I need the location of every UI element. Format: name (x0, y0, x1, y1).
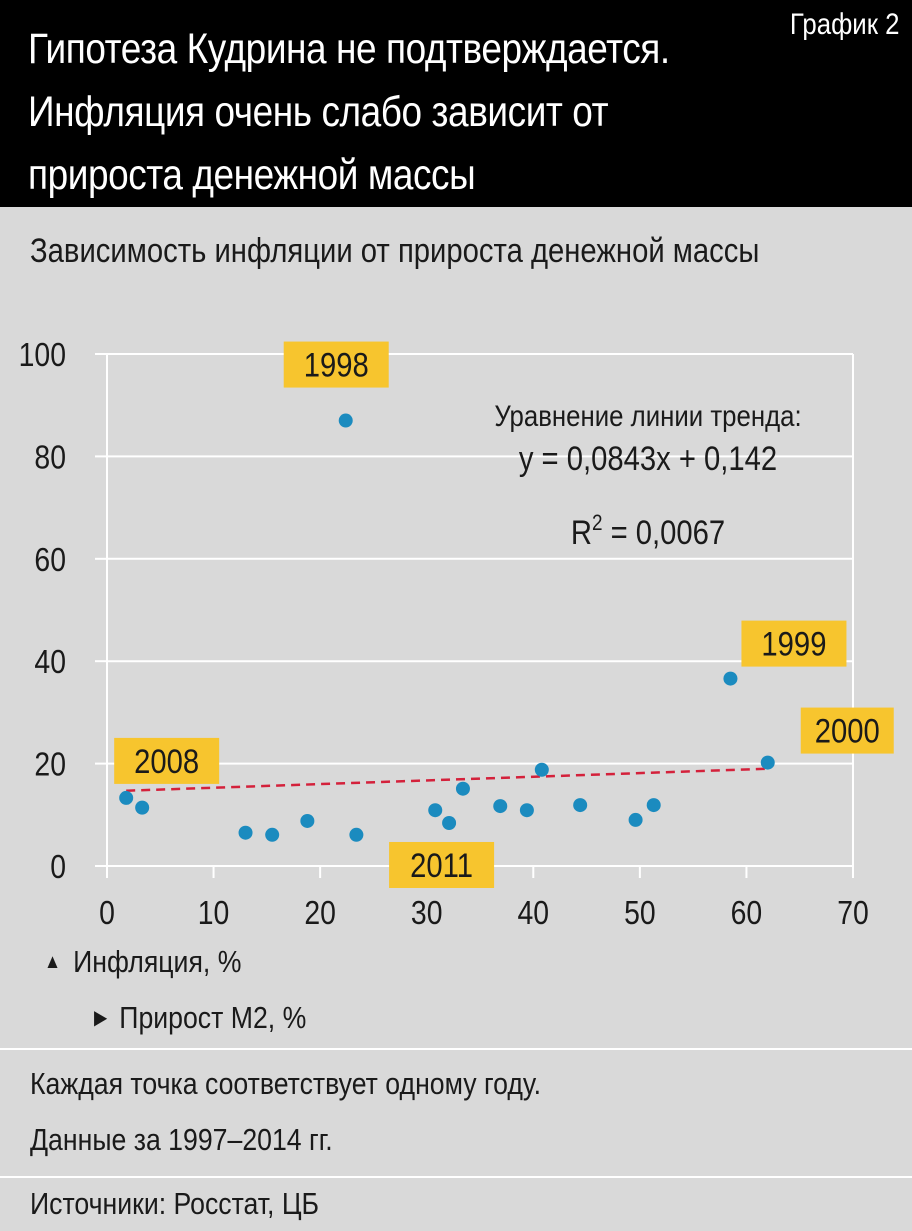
data-point (135, 800, 150, 815)
data-point (573, 798, 588, 813)
r-squared: R2 = 0,0067 (571, 511, 725, 552)
axes (95, 353, 854, 878)
year-label-text: 2011 (410, 846, 473, 885)
divider (0, 1176, 912, 1178)
y-tick-label: 100 (19, 336, 66, 374)
scatter-chart: 0 20 40 60 80 100 0 10 20 30 40 50 60 70 1998 2011 1999… (19, 336, 894, 932)
triangle-up-icon: ▲ (44, 951, 62, 973)
y-tick-label: 60 (34, 541, 66, 579)
year-label-text: 1998 (304, 345, 369, 384)
note-line-1: Каждая точка соответствует одному году. (30, 1066, 542, 1101)
year-label-box (741, 620, 847, 667)
legend-y: ▲ Инфляция, % (44, 944, 241, 980)
x-tick-label: 0 (99, 894, 115, 932)
data-point (338, 413, 353, 428)
year-label-box (389, 841, 495, 888)
x-tick-label: 60 (731, 894, 763, 932)
y-tick-label: 20 (34, 746, 66, 784)
equation-formula: y = 0,0843x + 0,142 (519, 439, 777, 478)
legend-y-label: Инфляция, % (73, 944, 242, 979)
trend-equation: Уравнение линии тренда: y = 0,0843x + 0,1… (494, 399, 801, 551)
year-label-box (800, 707, 894, 754)
data-point (238, 825, 253, 840)
trendline (126, 767, 768, 792)
chart-headline: Гипотеза Кудрина не подтверждается. Инфл… (28, 25, 670, 199)
data-points (119, 413, 775, 842)
chart-subtitle: Зависимость инфляции от прироста денежно… (30, 232, 760, 270)
equation-title: Уравнение линии тренда: (494, 399, 801, 432)
year-label-box (114, 737, 220, 784)
y-tick-label: 0 (50, 848, 66, 886)
data-point (349, 827, 364, 842)
grid-lines (107, 353, 854, 866)
data-point (534, 762, 549, 777)
data-point (300, 813, 315, 828)
trendline-dashed (126, 767, 768, 792)
data-point (442, 815, 457, 830)
x-tick-label: 50 (624, 894, 656, 932)
note-line-2: Данные за 1997–2014 гг. (30, 1122, 333, 1157)
x-tick-label: 30 (411, 894, 443, 932)
triangle-right-icon: ▶ (94, 1007, 108, 1029)
data-point (493, 799, 508, 814)
r-squared-label: R (571, 513, 592, 552)
source-note: Источники: Росстат, ЦБ (30, 1186, 320, 1221)
y-tick-label: 80 (34, 438, 66, 476)
legend-x: ▶ Прирост М2, % (94, 1000, 306, 1036)
data-point (119, 790, 134, 805)
data-point (628, 812, 643, 827)
year-label-text: 2008 (134, 742, 199, 781)
data-point (265, 827, 280, 842)
year-label-text: 1999 (761, 625, 826, 664)
x-tick-label: 20 (304, 894, 336, 932)
x-tick-label: 70 (837, 894, 869, 932)
data-point (723, 671, 738, 686)
legend-x-label: Прирост М2, % (119, 1000, 307, 1035)
y-tick-label: 40 (34, 643, 66, 681)
chart-number-label: График 2 (790, 8, 900, 41)
data-point (646, 798, 661, 813)
x-tick-label: 40 (518, 894, 550, 932)
divider (0, 1048, 912, 1050)
data-point (428, 803, 443, 818)
chart-header: Гипотеза Кудрина не подтверждается. Инфл… (0, 0, 912, 207)
year-labels: 1998 2011 1999 2000 2008 (114, 341, 894, 888)
data-point (760, 755, 775, 770)
r-squared-value: = 0,0067 (602, 513, 725, 552)
r-squared-superscript: 2 (592, 511, 603, 536)
x-tick-label: 10 (198, 894, 230, 932)
tick-labels: 0 20 40 60 80 100 0 10 20 30 40 50 60 70 (19, 336, 869, 932)
year-label-box (283, 341, 389, 388)
data-point (455, 781, 470, 796)
data-point (519, 803, 534, 818)
year-label-text: 2000 (815, 711, 880, 750)
